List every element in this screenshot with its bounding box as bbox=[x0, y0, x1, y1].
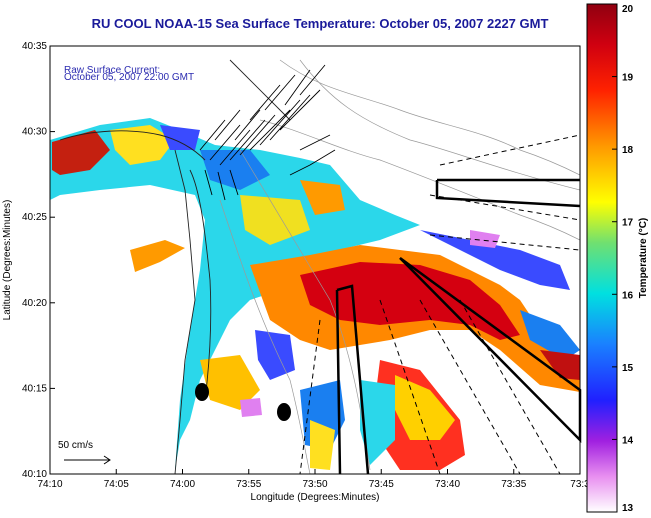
x-tick-label: 73:35 bbox=[501, 479, 526, 490]
sst-field bbox=[50, 118, 580, 470]
y-tick-label: 40:30 bbox=[22, 127, 47, 138]
x-tick-label: 74:00 bbox=[170, 479, 195, 490]
coastline bbox=[59, 59, 291, 474]
x-tick-label: 74:05 bbox=[104, 479, 129, 490]
colorbar-tick-label: 16 bbox=[622, 290, 634, 301]
colorbar-ticks: 20 19 18 17 16 15 14 13 bbox=[612, 3, 634, 514]
scale-arrow-label: 50 cm/s bbox=[58, 440, 93, 451]
colorbar bbox=[586, 3, 618, 513]
y-tick-label: 40:25 bbox=[22, 212, 47, 223]
map-title: RU COOL NOAA-15 Sea Surface Temperature:… bbox=[91, 16, 549, 31]
y-axis-label: Latitude (Degrees:Minutes) bbox=[2, 200, 13, 321]
x-tick-label: 74:10 bbox=[37, 479, 62, 490]
y-axis: 40:35 40:30 40:25 40:20 40:15 40:10 bbox=[22, 41, 55, 480]
x-axis: 74:10 74:05 74:00 73:55 73:50 73:45 73:40 73:35… bbox=[37, 469, 590, 490]
mooring-marker bbox=[277, 403, 291, 421]
surface-current-vectors bbox=[199, 64, 336, 201]
x-tick-label: 73:3 bbox=[570, 479, 590, 490]
mooring-marker bbox=[195, 383, 209, 401]
y-tick-label: 40:35 bbox=[22, 41, 47, 52]
survey-dashed-lines bbox=[299, 134, 581, 475]
colorbar-tick-label: 18 bbox=[622, 145, 634, 156]
x-tick-label: 73:45 bbox=[369, 479, 394, 490]
colorbar-tick-label: 17 bbox=[622, 218, 634, 229]
x-tick-label: 73:40 bbox=[435, 479, 460, 490]
y-tick-label: 40:20 bbox=[22, 298, 47, 309]
y-tick-label: 40:10 bbox=[22, 469, 47, 480]
current-annotation-line2: October 05, 2007 22:00 GMT bbox=[64, 72, 194, 83]
x-tick-label: 73:55 bbox=[236, 479, 261, 490]
colorbar-tick-label: 20 bbox=[622, 4, 634, 15]
colorbar-tick-label: 15 bbox=[622, 363, 634, 374]
colorbar-tick-label: 19 bbox=[622, 73, 634, 84]
current-annotation-line1: Raw Surface Current: bbox=[64, 65, 160, 76]
x-tick-label: 73:50 bbox=[302, 479, 327, 490]
bathymetry-contours bbox=[219, 59, 580, 474]
colorbar-tick-label: 13 bbox=[622, 503, 634, 514]
scale-arrow bbox=[64, 455, 111, 465]
colorbar-label: Temperature (°C) bbox=[638, 218, 649, 299]
y-tick-label: 40:15 bbox=[22, 383, 47, 394]
x-axis-label: Longitude (Degrees:Minutes) bbox=[251, 492, 380, 503]
colorbar-tick-label: 14 bbox=[622, 435, 634, 446]
